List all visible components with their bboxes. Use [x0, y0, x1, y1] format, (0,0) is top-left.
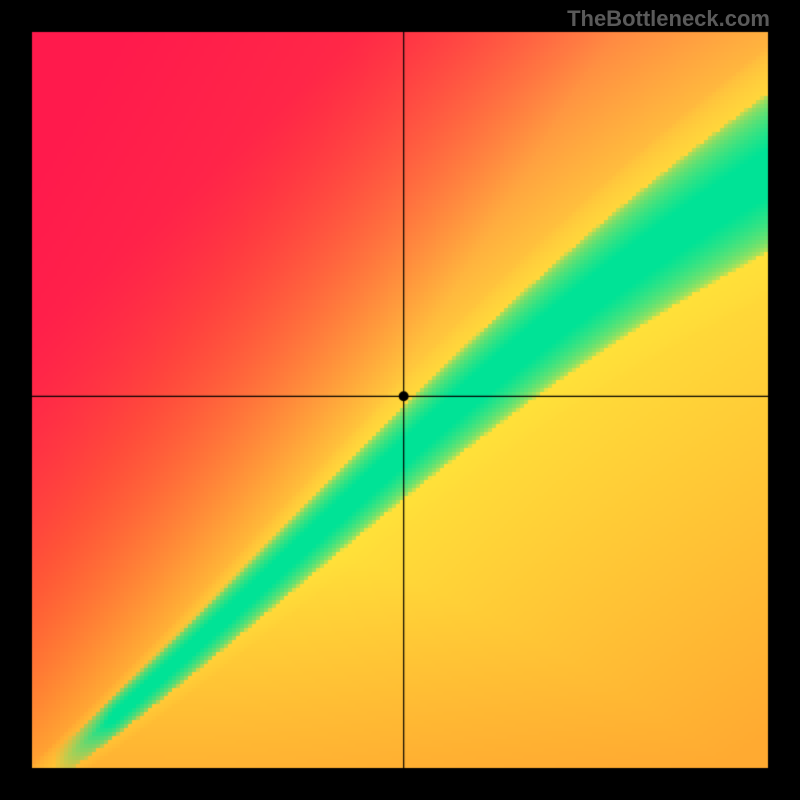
- attribution-label: TheBottleneck.com: [567, 6, 770, 32]
- bottleneck-heatmap: [0, 0, 800, 800]
- chart-container: { "attribution": "TheBottleneck.com", "c…: [0, 0, 800, 800]
